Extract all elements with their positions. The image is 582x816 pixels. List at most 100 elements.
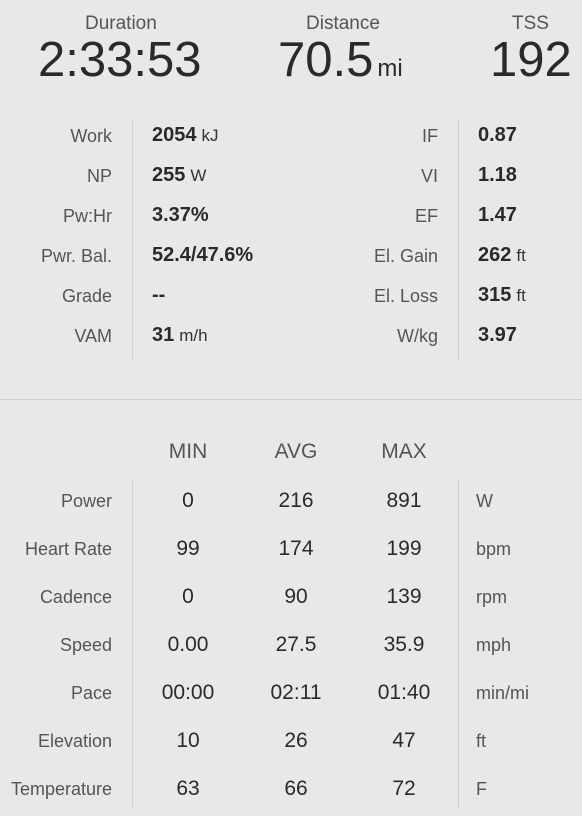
metric-label: Work (70, 126, 112, 146)
stat-label: Heart Rate (24, 539, 112, 559)
metric-number: 0.87 (478, 124, 517, 146)
stats-row: Heart Rate 99 174 199 bpm (0, 528, 582, 576)
stat-avg: 216 (278, 489, 314, 512)
metric-row: Pwr. Bal. 52.4/47.6% El. Gain 262 ft (0, 238, 582, 278)
metric-label: El. Gain (373, 246, 438, 266)
stats-row: Cadence 0 90 139 rpm (0, 576, 582, 624)
metric-value: 3.37% (152, 204, 209, 227)
metric-number: 3.97 (478, 324, 517, 346)
stat-avg: 90 (284, 585, 308, 608)
stat-label: Power (60, 491, 112, 511)
stat-min: 99 (176, 537, 200, 560)
metric-label: VAM (74, 326, 112, 346)
section-divider (0, 399, 582, 400)
stat-unit: mph (476, 635, 512, 655)
stat-min: 0 (182, 489, 194, 512)
stat-max: 139 (386, 585, 422, 608)
metric-value: 255 W (152, 164, 206, 187)
metric-value: 315 ft (478, 284, 526, 307)
distance-unit: mi (377, 55, 403, 82)
metric-row: Grade -- El. Loss 315 ft (0, 278, 582, 318)
distance-value: 70.5 mi (278, 32, 403, 88)
stat-avg: 174 (278, 537, 314, 560)
duration-label: Duration (85, 13, 157, 34)
metric-value: 31 m/h (152, 324, 208, 347)
metric-label: Pw:Hr (63, 206, 112, 226)
duration-value: 2:33:53 (38, 33, 202, 87)
stat-max: 01:40 (377, 681, 431, 704)
metric-value: 3.97 (478, 324, 517, 347)
metric-unit: W (190, 166, 207, 185)
stat-min: 0.00 (167, 633, 209, 656)
distance-number: 70.5 (278, 33, 374, 87)
metric-label: W/kg (396, 326, 438, 346)
stats-row: Temperature 63 66 72 F (0, 768, 582, 816)
workout-summary: Duration 2:33:53 Distance 70.5 mi TSS 192 (0, 0, 582, 100)
stats-row: Pace 00:00 02:11 01:40 min/mi (0, 672, 582, 720)
metric-label: Grade (61, 286, 112, 306)
stats-separator-right (458, 480, 459, 808)
stats-table: MIN AVG MAX Power 0 216 891 W Heart Rate 99 174… (0, 430, 582, 808)
metric-value: 1.47 (478, 204, 517, 227)
stats-row: Elevation 10 26 47 ft (0, 720, 582, 768)
stat-unit: rpm (476, 587, 507, 607)
stat-avg: 26 (284, 729, 308, 752)
tss-value: 192 (490, 33, 572, 87)
metric-number: -- (152, 284, 166, 306)
metric-row: Work 2054 kJ IF 0.87 (0, 118, 582, 158)
metrics-separator-left (132, 120, 133, 360)
column-header-min: MIN (168, 440, 208, 463)
stat-label: Speed (59, 635, 112, 655)
metric-label: EF (414, 206, 438, 226)
metric-number: 1.18 (478, 164, 517, 186)
stat-avg: 02:11 (270, 681, 322, 704)
stat-max: 47 (392, 729, 416, 752)
stat-unit: F (476, 779, 487, 799)
metric-value: 262 ft (478, 244, 526, 267)
metric-number: 255 (152, 164, 186, 186)
metric-unit: m/h (179, 326, 208, 345)
stat-max: 35.9 (383, 633, 425, 656)
stat-label: Elevation (37, 731, 112, 751)
stat-max: 72 (392, 777, 416, 800)
metric-label: NP (86, 166, 112, 186)
metric-number: 2054 (152, 124, 197, 146)
stat-unit: W (476, 491, 493, 511)
stat-min: 0 (182, 585, 194, 608)
metric-label: IF (422, 126, 438, 146)
distance-label: Distance (306, 13, 380, 34)
metric-row: VAM 31 m/h W/kg 3.97 (0, 318, 582, 358)
stat-unit: ft (476, 731, 487, 751)
metric-unit: kJ (201, 126, 219, 145)
column-header-max: MAX (381, 440, 427, 463)
metric-value: -- (152, 284, 165, 307)
stat-unit: bpm (476, 539, 512, 559)
metric-number: 52.4/47.6% (152, 244, 254, 266)
stat-label: Temperature (10, 779, 112, 799)
metric-row: NP 255 W VI 1.18 (0, 158, 582, 198)
metric-value: 1.18 (478, 164, 517, 187)
metric-value: 52.4/47.6% (152, 244, 253, 267)
metric-number: 315 (478, 284, 512, 306)
metric-value: 0.87 (478, 124, 517, 147)
metric-label: El. Loss (373, 286, 438, 306)
metric-row: Pw:Hr 3.37% EF 1.47 (0, 198, 582, 238)
stat-label: Pace (70, 683, 112, 703)
stats-row: Speed 0.00 27.5 35.9 mph (0, 624, 582, 672)
tss-label: TSS (512, 13, 549, 34)
metric-value: 2054 kJ (152, 124, 219, 147)
metric-unit: ft (516, 286, 526, 305)
metrics-panel: Work 2054 kJ IF 0.87 NP 255 W VI 1.18 Pw:Hr 3.37% EF… (0, 118, 582, 363)
stat-max: 891 (386, 489, 422, 512)
stat-min: 00:00 (161, 681, 215, 704)
stat-unit: min/mi (476, 683, 529, 703)
metric-label: Pwr. Bal. (40, 246, 112, 266)
metrics-separator-right (458, 120, 459, 360)
column-header-avg: AVG (274, 440, 318, 463)
stats-separator-left (132, 480, 133, 808)
metric-label: VI (420, 166, 438, 186)
metric-number: 1.47 (478, 204, 517, 226)
stat-label: Cadence (39, 587, 112, 607)
metric-number: 3.37% (152, 204, 209, 226)
stat-max: 199 (386, 537, 422, 560)
